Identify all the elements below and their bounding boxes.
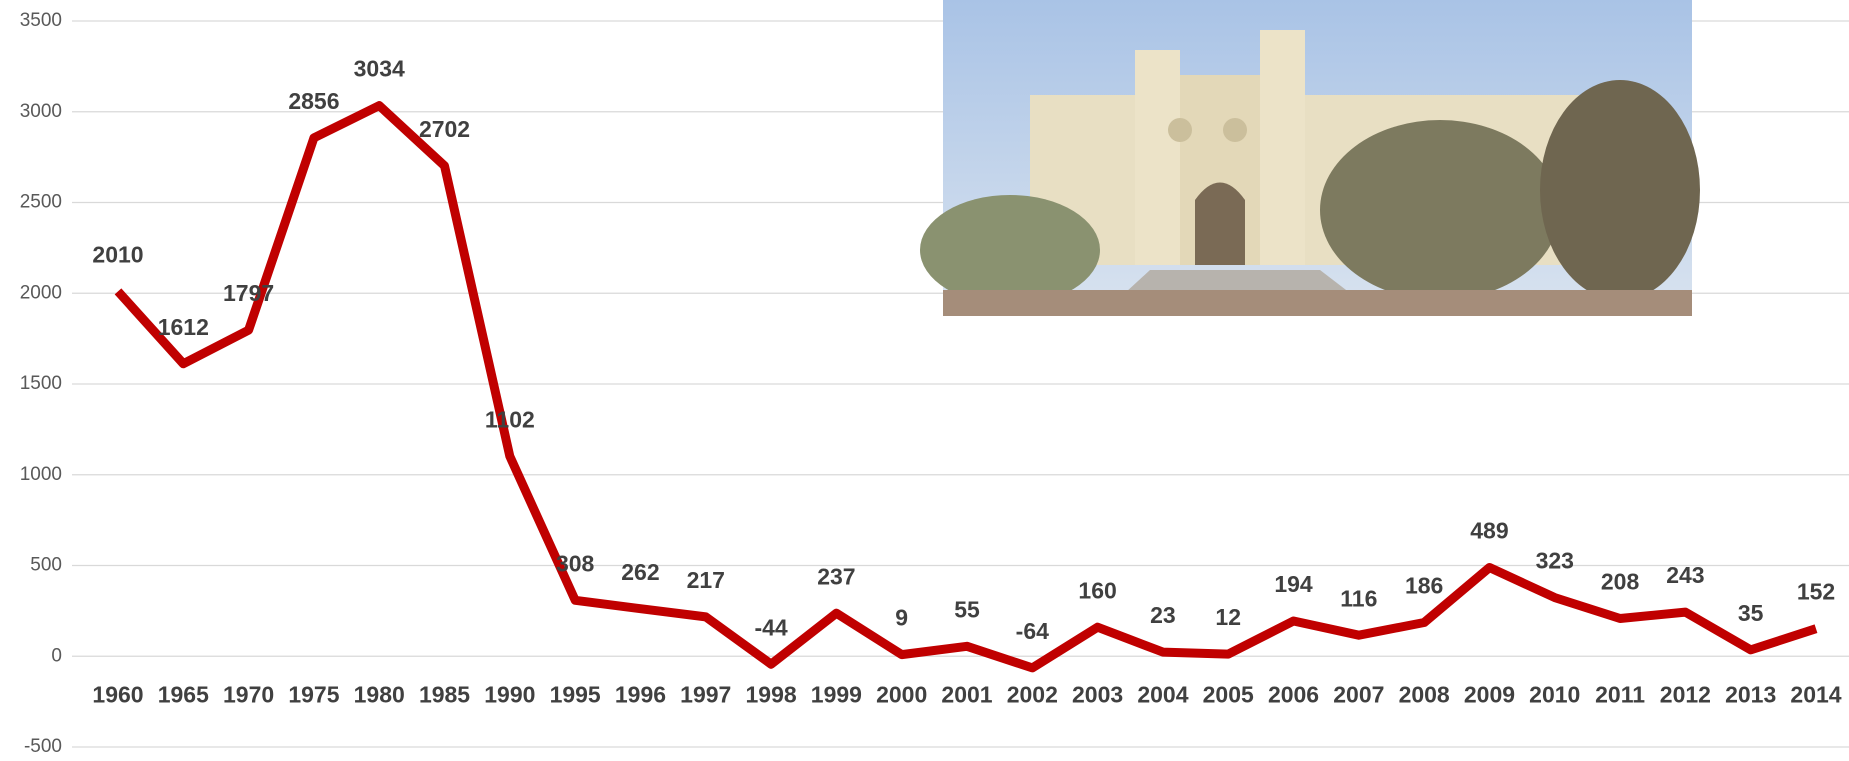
data-label: 208 <box>1601 569 1640 595</box>
data-label: 1797 <box>223 280 274 306</box>
data-label: 35 <box>1738 600 1764 626</box>
data-label: 489 <box>1470 518 1508 544</box>
x-tick-label: 1998 <box>745 681 796 707</box>
x-tick-label: 2009 <box>1464 681 1515 707</box>
x-tick-label: 2006 <box>1268 681 1319 707</box>
y-tick-label: 2000 <box>20 282 62 303</box>
y-tick-label: 500 <box>30 555 62 576</box>
x-tick-label: 2014 <box>1790 681 1841 707</box>
data-label: 23 <box>1150 602 1176 628</box>
data-label: 262 <box>621 559 659 585</box>
y-tick-label: 1000 <box>20 464 62 485</box>
data-label: 2010 <box>92 242 143 268</box>
x-tick-label: 2011 <box>1595 681 1645 707</box>
y-tick-label: 3000 <box>20 101 62 122</box>
x-tick-label: 1970 <box>223 681 274 707</box>
x-tick-label: 1996 <box>615 681 666 707</box>
x-tick-label: 1997 <box>680 681 731 707</box>
data-label: 2702 <box>419 116 470 142</box>
x-tick-label: 1985 <box>419 681 470 707</box>
x-tick-label: 2001 <box>941 681 992 707</box>
x-tick-label: 2008 <box>1399 681 1450 707</box>
x-tick-label: 1965 <box>158 681 209 707</box>
data-label: 3034 <box>354 56 405 82</box>
data-label: 308 <box>556 550 595 576</box>
x-tick-label: 1975 <box>288 681 339 707</box>
y-tick-label: 3500 <box>20 10 62 31</box>
data-label: -44 <box>754 614 787 640</box>
data-label: 160 <box>1078 577 1116 603</box>
x-tick-label: 1990 <box>484 681 535 707</box>
data-label: 237 <box>817 563 855 589</box>
data-label: -64 <box>1016 618 1049 644</box>
y-tick-label: 2500 <box>20 192 62 213</box>
y-tick-label: 0 <box>51 645 62 666</box>
data-label: 152 <box>1797 579 1835 605</box>
data-label: 323 <box>1536 548 1574 574</box>
x-tick-label: 1960 <box>92 681 143 707</box>
x-tick-label: 2000 <box>876 681 927 707</box>
data-label: 217 <box>687 567 725 593</box>
data-label: 9 <box>895 605 908 631</box>
data-line <box>114 101 1818 673</box>
x-tick-label: 2003 <box>1072 681 1123 707</box>
x-tick-label: 1999 <box>811 681 862 707</box>
x-tick-label: 1995 <box>550 681 601 707</box>
x-tick-label: 2013 <box>1725 681 1776 707</box>
x-tick-label: 2007 <box>1333 681 1384 707</box>
data-label: 1102 <box>485 406 535 432</box>
data-label: 55 <box>954 596 980 622</box>
data-label: 2856 <box>288 88 339 114</box>
x-tick-label: 2005 <box>1203 681 1254 707</box>
x-tick-label: 1980 <box>354 681 405 707</box>
data-label: 116 <box>1340 585 1377 611</box>
photo <box>920 0 1700 316</box>
data-label: 194 <box>1274 571 1313 597</box>
x-tick-label: 2004 <box>1137 681 1188 707</box>
data-label: 243 <box>1666 562 1704 588</box>
data-label: 12 <box>1215 604 1241 630</box>
data-label: 186 <box>1405 573 1443 599</box>
data-label: 1612 <box>158 314 209 340</box>
x-tick-label: 2002 <box>1007 681 1058 707</box>
y-tick-label: 1500 <box>20 373 62 394</box>
x-tick-label: 2010 <box>1529 681 1580 707</box>
y-tick-label: -500 <box>24 736 62 757</box>
x-tick-label: 2012 <box>1660 681 1711 707</box>
